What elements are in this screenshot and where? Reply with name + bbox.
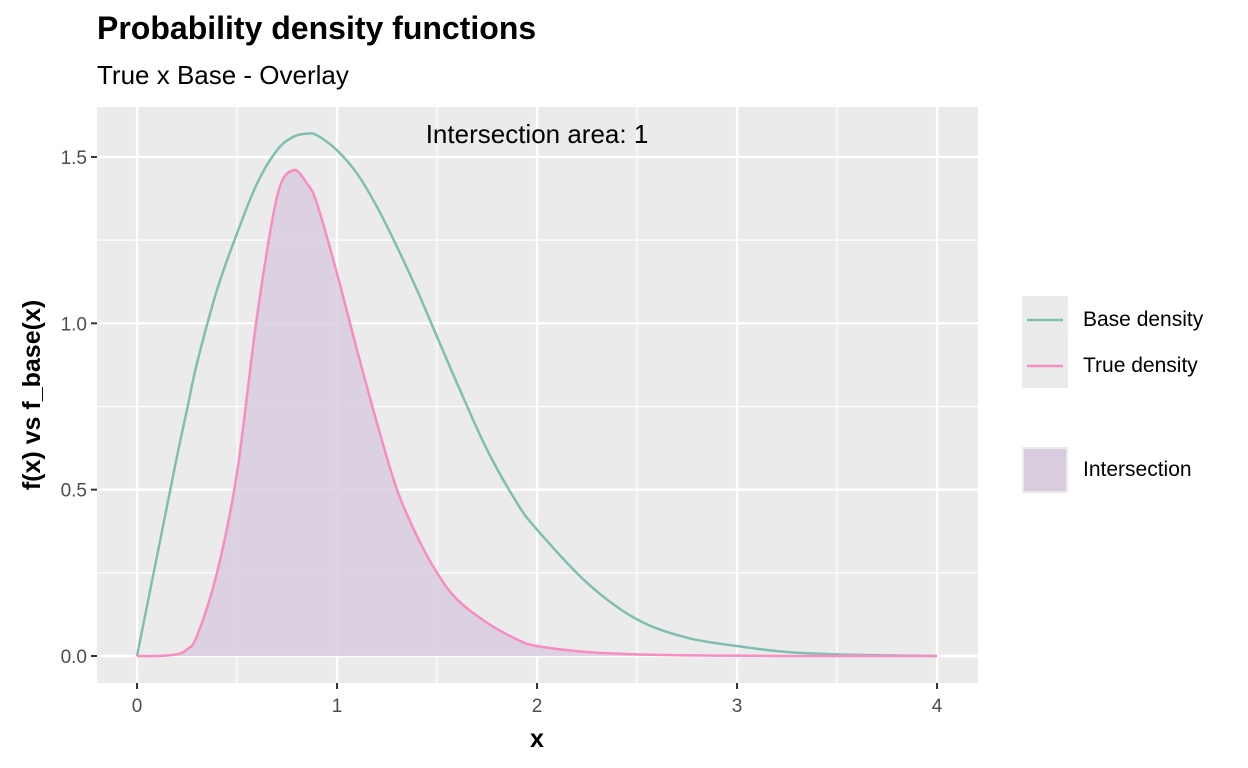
legend-key-intersection <box>1024 449 1066 491</box>
y-tick-label: 0.5 <box>61 481 87 502</box>
intersection-area <box>137 169 937 657</box>
y-tick-label: 1.0 <box>61 314 87 335</box>
x-tick-label: 3 <box>732 696 743 717</box>
y-tick-label: 0.0 <box>61 647 87 668</box>
x-tick-label: 0 <box>132 696 143 717</box>
y-axis-label: f(x) vs f_base(x) <box>18 300 46 490</box>
true-density-line <box>136 168 937 658</box>
legend-key-bg <box>1022 296 1068 388</box>
x-tick-label: 2 <box>532 696 543 717</box>
x-tick-label: 4 <box>932 696 943 717</box>
chart-title: Probability density functions <box>97 10 537 46</box>
intersection-area-annotation: Intersection area: 1 <box>426 119 649 149</box>
y-tick-label: 1.5 <box>61 148 87 169</box>
legend-label-true: True density <box>1083 354 1198 377</box>
x-tick-label: 1 <box>332 696 343 717</box>
base-density-line <box>135 132 938 658</box>
x-axis-label: x <box>530 725 544 753</box>
legend-label-base: Base density <box>1083 308 1204 331</box>
legend-label-intersection: Intersection <box>1083 458 1192 481</box>
chart-subtitle: True x Base - Overlay <box>97 60 349 90</box>
